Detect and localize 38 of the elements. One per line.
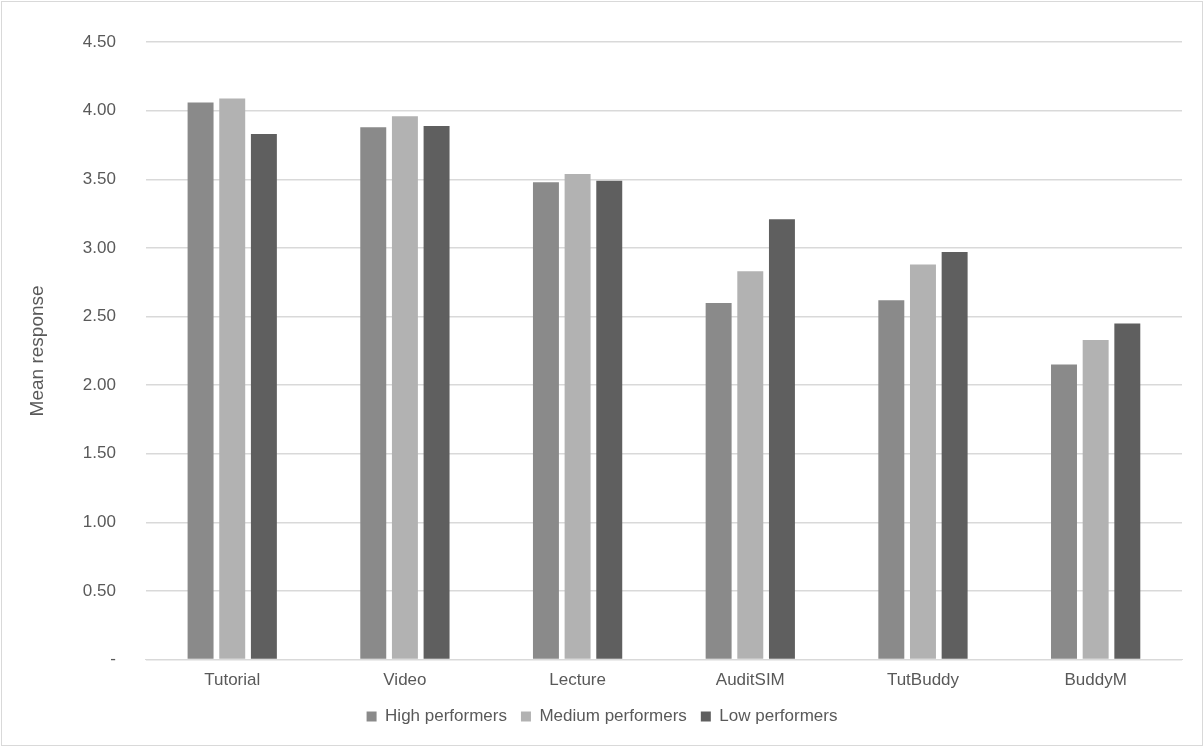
bar: [187, 102, 214, 659]
bar: [423, 125, 450, 659]
x-tick-label: BuddyM: [1064, 670, 1127, 690]
bar: [1114, 323, 1141, 659]
bar: [564, 173, 591, 659]
bar: [250, 134, 277, 659]
y-tick-label: 3.00: [82, 237, 116, 257]
bar: [909, 264, 936, 659]
bar: [391, 116, 418, 659]
y-tick-label: 2.50: [82, 306, 116, 326]
y-tick-label: 1.00: [82, 512, 116, 532]
bar: [737, 271, 764, 659]
y-tick-label: 4.00: [82, 100, 116, 120]
bar: [219, 98, 246, 659]
bar: [360, 127, 387, 659]
y-axis-title: Mean response: [25, 285, 47, 417]
bar: [1051, 364, 1077, 659]
bar: [941, 252, 968, 659]
bar: [768, 219, 795, 659]
bar: [596, 180, 623, 659]
bar: [532, 182, 559, 659]
legend-label: Low performers: [719, 706, 838, 726]
x-tick-label: Tutorial: [204, 670, 261, 690]
x-tick-label: TutBuddy: [886, 670, 960, 690]
legend-label: Medium performers: [539, 706, 687, 726]
y-tick-label: 4.50: [82, 31, 116, 51]
bar: [1082, 339, 1109, 659]
legend-label: High performers: [385, 706, 507, 726]
bar: [705, 302, 732, 659]
y-tick-label: 3.50: [82, 169, 116, 189]
x-tick-label: Lecture: [549, 670, 606, 690]
x-tick-label: Video: [383, 670, 427, 690]
y-tick-label: 2.00: [82, 374, 116, 394]
bar: [878, 300, 905, 659]
y-tick-label: -: [110, 649, 116, 669]
y-tick-label: 0.50: [82, 580, 116, 600]
x-tick-label: AuditSIM: [715, 670, 785, 690]
y-tick-label: 1.50: [82, 443, 116, 463]
